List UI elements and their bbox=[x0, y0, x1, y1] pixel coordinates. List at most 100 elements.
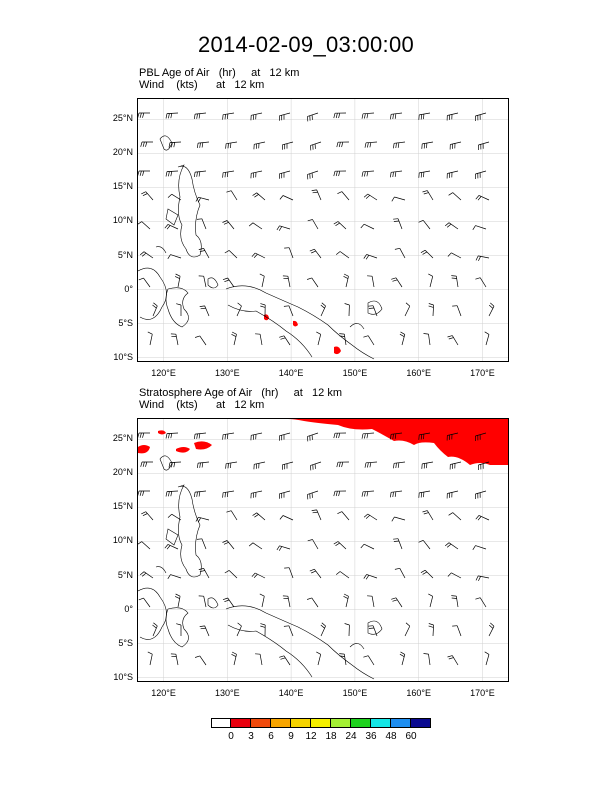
wind-barb bbox=[333, 221, 347, 230]
wind-barb bbox=[336, 461, 350, 468]
wind-barb bbox=[363, 335, 375, 346]
wind-barb bbox=[394, 247, 406, 259]
wind-barb bbox=[195, 196, 210, 203]
wind-barb bbox=[283, 305, 294, 317]
coastlines bbox=[138, 455, 383, 680]
wind-barb bbox=[284, 247, 294, 259]
wind-barb bbox=[422, 510, 434, 521]
wind-barb bbox=[139, 251, 154, 259]
lat-tick-label: 10°S bbox=[113, 351, 133, 362]
color-legend bbox=[211, 718, 431, 728]
legend-label: 18 bbox=[325, 731, 337, 742]
wind-barb bbox=[306, 277, 319, 288]
coastline-philippines bbox=[155, 455, 202, 578]
wind-barb bbox=[475, 490, 487, 500]
wind-barb bbox=[367, 275, 375, 288]
wind-barb bbox=[138, 541, 151, 550]
wind-barb bbox=[475, 112, 487, 122]
lon-tick-label: 140°E bbox=[278, 688, 304, 698]
wind-barb bbox=[170, 333, 179, 346]
wind-barb bbox=[255, 333, 263, 346]
wind-barb bbox=[478, 141, 490, 151]
coastline-new-guinea-south bbox=[227, 624, 313, 678]
wind-barb bbox=[475, 432, 487, 442]
panel2-subtitle-line2: Wind (kts) at 12 km bbox=[139, 399, 265, 411]
wind-barb bbox=[391, 516, 406, 522]
wind-barb bbox=[193, 170, 207, 178]
wind-barb bbox=[311, 509, 322, 521]
wind-barb bbox=[252, 512, 266, 521]
wind-barb bbox=[138, 170, 150, 176]
lat-tick-label: 25°N bbox=[112, 113, 133, 124]
lat-tick-label: 15°N bbox=[112, 501, 133, 512]
wind-barb bbox=[226, 510, 238, 521]
wind-barb bbox=[193, 112, 207, 120]
wind-barb bbox=[193, 490, 207, 498]
wind-barb bbox=[284, 567, 294, 579]
wind-barb bbox=[394, 567, 406, 579]
wind-barb bbox=[222, 170, 235, 178]
legend-label: 36 bbox=[365, 731, 377, 742]
panel1-subtitle-line1: PBL Age of Air (hr) at 12 km bbox=[139, 67, 300, 79]
wind-barb bbox=[140, 141, 153, 147]
wind-barb bbox=[475, 575, 490, 582]
wind-barb bbox=[447, 335, 459, 346]
wind-barb bbox=[418, 432, 431, 440]
wind-barb bbox=[363, 513, 378, 521]
lat-tick-label: 0° bbox=[124, 283, 133, 294]
wind-barb bbox=[475, 195, 490, 201]
wind-barb bbox=[311, 189, 322, 201]
legend-label: 0 bbox=[228, 731, 234, 742]
wind-barb bbox=[309, 568, 322, 579]
wind-barb bbox=[198, 568, 210, 579]
wind-barb bbox=[222, 277, 235, 288]
wind-barb bbox=[195, 516, 210, 523]
wind-barb bbox=[475, 277, 487, 288]
legend-label: 24 bbox=[345, 731, 357, 742]
wind-barb bbox=[165, 490, 179, 497]
wind-barb bbox=[336, 141, 350, 148]
wind-barb bbox=[167, 574, 182, 579]
wind-barb bbox=[198, 248, 210, 259]
wind-barb bbox=[165, 170, 179, 177]
wind-barbs bbox=[138, 112, 495, 346]
wind-barb bbox=[423, 333, 431, 346]
wind-barb bbox=[393, 218, 403, 230]
wind-barb bbox=[250, 490, 263, 499]
wind-barb bbox=[250, 432, 263, 441]
wind-barb bbox=[279, 515, 294, 521]
wind-barb bbox=[399, 651, 406, 666]
lat-tick-label: 5°N bbox=[117, 569, 133, 580]
wind-barb bbox=[448, 192, 462, 201]
wind-barb bbox=[368, 305, 378, 317]
wind-barb bbox=[447, 252, 462, 259]
wind-barb bbox=[484, 651, 490, 666]
wind-barb bbox=[343, 273, 349, 288]
wind-barb bbox=[484, 331, 490, 346]
wind-barb bbox=[404, 302, 411, 317]
wind-barb bbox=[447, 655, 459, 666]
wind-barb bbox=[250, 170, 263, 179]
wind-barb bbox=[152, 622, 158, 637]
wind-barb bbox=[198, 275, 207, 288]
wind-barb bbox=[196, 538, 207, 550]
panel2-subtitle-line1: Stratosphere Age of Air (hr) at 12 km bbox=[139, 387, 342, 399]
wind-barb bbox=[360, 543, 375, 550]
lat-tick-label: 5°S bbox=[118, 637, 133, 648]
wind-barb bbox=[253, 461, 266, 470]
wind-barb bbox=[138, 221, 151, 230]
wind-barb bbox=[451, 595, 459, 608]
wind-barb bbox=[452, 305, 462, 317]
wind-barb bbox=[448, 512, 462, 521]
wind-barb bbox=[488, 302, 495, 317]
wind-barb bbox=[363, 574, 378, 580]
wind-barb bbox=[475, 597, 487, 608]
wind-barb bbox=[174, 593, 181, 608]
coastline-sulawesi bbox=[165, 287, 189, 328]
legend-swatch bbox=[351, 718, 371, 728]
lat-tick-label: 0° bbox=[124, 603, 133, 614]
lon-tick-label: 170°E bbox=[470, 688, 495, 698]
wind-barb bbox=[236, 622, 242, 637]
wind-barb bbox=[446, 112, 459, 121]
panel1-subtitle-line2: Wind (kts) at 12 km bbox=[139, 79, 265, 91]
